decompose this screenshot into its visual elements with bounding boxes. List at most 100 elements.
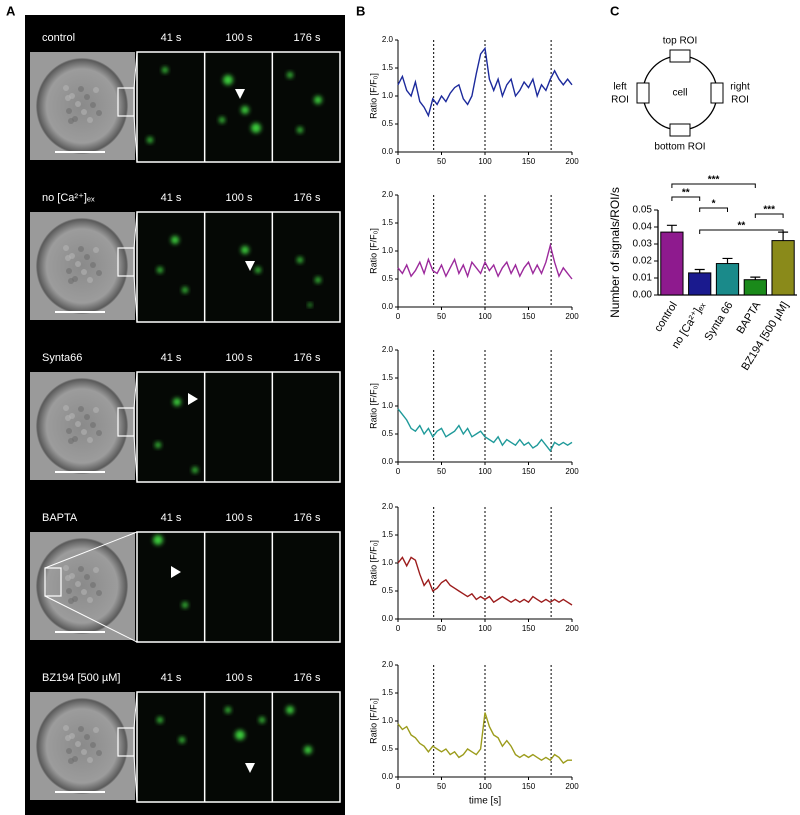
fluorescence-spot (235, 730, 245, 740)
x-tick-label: 100 (478, 467, 492, 476)
cell-texture (65, 575, 71, 581)
arrowhead (245, 261, 255, 271)
roi-label: left (613, 82, 627, 93)
fluorescence-spot (192, 467, 198, 473)
significance-label: ** (738, 221, 746, 232)
zoom-frame (136, 691, 341, 803)
arrowhead (188, 393, 198, 405)
fluorescence-spot (173, 398, 181, 406)
cell-body (36, 378, 128, 474)
cell-texture (81, 269, 87, 275)
x-tick-label: 50 (437, 467, 446, 476)
y-tick-label: 0.02 (633, 256, 653, 267)
x-tick-label: 150 (522, 157, 536, 166)
cell-texture (78, 86, 84, 92)
fluorescence-spot (286, 706, 294, 714)
cell-texture (65, 95, 71, 101)
y-tick-label: 0.0 (382, 457, 394, 466)
cell-texture (66, 588, 72, 594)
y-tick-label: 1.5 (382, 688, 394, 697)
cell-texture (81, 749, 87, 755)
y-tick-label: 0.05 (633, 205, 653, 216)
cell-texture (84, 94, 90, 100)
zoom-frame (136, 211, 341, 323)
y-tick-label: 0.00 (633, 290, 653, 301)
roi-label: ROI (611, 95, 629, 106)
fluorescence-spot (241, 246, 249, 254)
time-label: 41 s (161, 192, 182, 204)
fluorescence-spot (157, 717, 163, 723)
fluorescence-spot (147, 137, 153, 143)
cell-texture (96, 110, 102, 116)
y-tick-label: 1.5 (382, 530, 394, 539)
cell-texture (90, 582, 96, 588)
x-tick-label: BAPTA (734, 299, 763, 336)
y-axis-label: Ratio [F/F₀] (368, 698, 378, 744)
cell-texture (75, 581, 81, 587)
roi-box (669, 123, 691, 137)
cell-texture (78, 726, 84, 732)
x-tick-label: 0 (396, 312, 401, 321)
roi-label: bottom ROI (654, 142, 705, 153)
time-label: 100 s (226, 352, 253, 364)
fluorescence-spot (251, 123, 261, 133)
y-axis-label: Ratio [F/F₀] (368, 383, 378, 429)
y-tick-label: 1.5 (382, 63, 394, 72)
y-tick-label: 2.0 (382, 190, 394, 199)
cell-texture (75, 101, 81, 107)
roi-box (117, 727, 135, 757)
error-bar (666, 224, 677, 233)
y-tick-label: 0.0 (382, 302, 394, 311)
cell-texture (90, 422, 96, 428)
time-label: 176 s (294, 192, 321, 204)
x-tick-label: 0 (396, 782, 401, 791)
time-label: 41 s (161, 672, 182, 684)
cell-texture (87, 437, 93, 443)
condition-label: Synta66 (42, 352, 82, 364)
cell-texture (75, 421, 81, 427)
cell-label: cell (672, 88, 687, 99)
zoom-background (137, 372, 340, 482)
x-tick-label: 150 (522, 624, 536, 633)
bar (688, 272, 712, 296)
cell-texture (93, 87, 99, 93)
y-axis-label: Ratio [F/F₀] (368, 73, 378, 119)
trace (397, 556, 573, 606)
cell-texture (63, 85, 69, 91)
cell-texture (90, 262, 96, 268)
cell-texture (93, 727, 99, 733)
y-tick-label: 0.5 (382, 586, 394, 595)
roi-box (669, 49, 691, 63)
cell-texture (75, 261, 81, 267)
trace (397, 46, 573, 118)
zoom-background (137, 212, 340, 322)
fluorescence-spot (219, 117, 225, 123)
fluorescence-spot (297, 127, 303, 133)
roi-box (44, 567, 62, 597)
cell-texture (66, 428, 72, 434)
trace (397, 408, 573, 453)
zoom-frame (136, 51, 341, 163)
condition-label: no [Ca²⁺]ₑₓ (42, 192, 95, 204)
arrowhead (235, 89, 245, 99)
significance-label: * (712, 199, 716, 210)
x-tick-label: 200 (565, 467, 579, 476)
x-tick-label: control (652, 300, 680, 334)
cell-texture (90, 742, 96, 748)
cell-texture (96, 590, 102, 596)
roi-diagram: top ROI bottom ROI cell left ROI right R… (611, 36, 750, 153)
cell-image (30, 211, 341, 323)
y-tick-label: 1.0 (382, 401, 394, 410)
cell-texture (65, 735, 71, 741)
time-label: 100 s (226, 512, 253, 524)
roi-box (636, 82, 650, 104)
cell-texture (96, 750, 102, 756)
x-tick-label: 150 (522, 312, 536, 321)
significance-bracket (699, 229, 784, 234)
time-label: 176 s (294, 512, 321, 524)
error-bar (694, 268, 705, 273)
time-label: 41 s (161, 512, 182, 524)
x-tick-label: 0 (396, 624, 401, 633)
cell-texture (68, 118, 74, 124)
x-tick-label: 50 (437, 782, 446, 791)
